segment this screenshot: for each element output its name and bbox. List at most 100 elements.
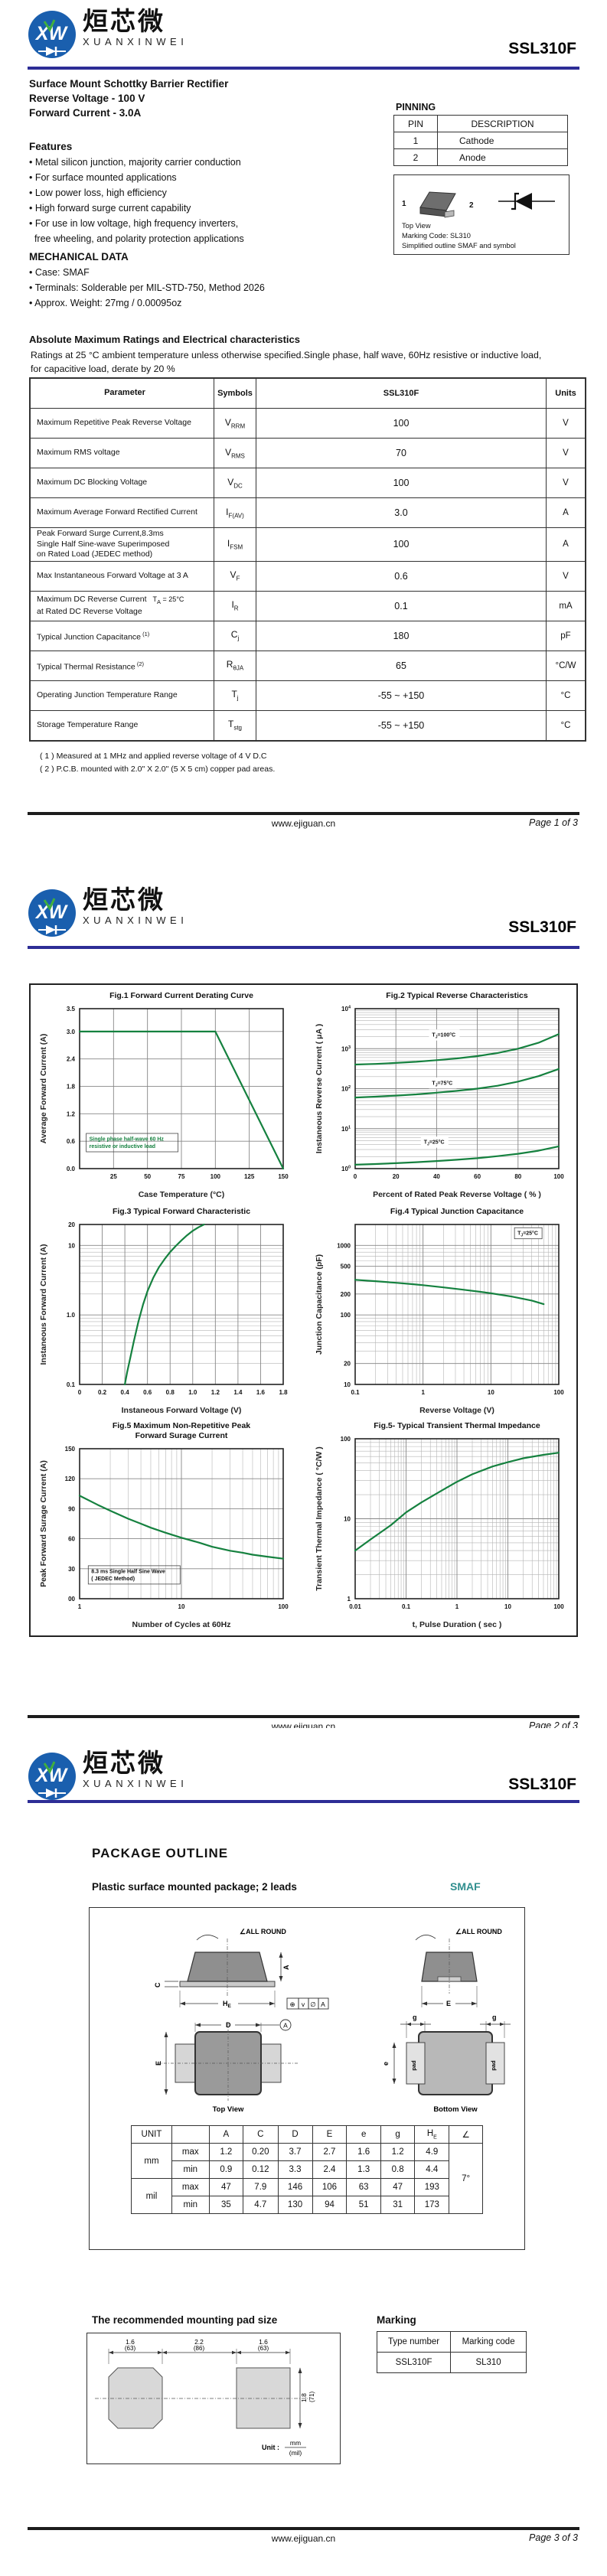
svg-text:10: 10 <box>504 1603 511 1610</box>
svg-text:mm: mm <box>290 2439 301 2447</box>
svg-text:1.0: 1.0 <box>67 1312 76 1319</box>
pin2-label: 2 <box>469 201 474 210</box>
svg-text:1: 1 <box>455 1603 459 1610</box>
mounting-pad-drawing: 1.6 (63) 2.2 (86) 1.6 (63) 1.8 (71) Unit… <box>95 2338 315 2457</box>
svg-text:∠ALL ROUND: ∠ALL ROUND <box>455 1928 502 1935</box>
svg-text:HE: HE <box>223 2000 232 2009</box>
brand-name-en: XUANXINWEI <box>83 1778 188 1789</box>
page-3: XW 烜芯微 XUANXINWEI SSL310F PACKAGE OUTLIN… <box>0 1728 607 2576</box>
page3-footer: www.ejiguan.cn Page 3 of 3 <box>28 2527 579 2544</box>
chart-fig5-surge: 1 10 100 00 30 60 90 120 150 Fig.5 Maximum Non-Re… <box>37 1418 295 1632</box>
svg-text:0: 0 <box>354 1173 357 1180</box>
svg-text:200: 200 <box>341 1291 351 1298</box>
svg-text:20: 20 <box>68 1221 75 1228</box>
pin1-label: 1 <box>402 200 406 208</box>
marking-heading: Marking <box>377 2314 416 2326</box>
svg-text:resistive or inductive load: resistive or inductive load <box>90 1144 155 1149</box>
svg-text:90: 90 <box>68 1505 75 1512</box>
svg-text:103: 103 <box>341 1045 351 1053</box>
svg-text:10: 10 <box>68 1242 75 1249</box>
svg-text:(71): (71) <box>308 2391 315 2402</box>
svg-text:v: v <box>302 2000 305 2008</box>
svg-text:20: 20 <box>393 1173 400 1180</box>
list-item: • Case: SMAF <box>29 267 90 278</box>
svg-text:⊕: ⊕ <box>289 2000 295 2008</box>
svg-text:0.1: 0.1 <box>351 1389 360 1396</box>
dim-row: mil max 47 7.9 146 106 63 47 193 <box>131 2178 483 2214</box>
marking-row: SSL310F SL310 <box>376 2352 527 2373</box>
svg-text:30: 30 <box>68 1566 75 1573</box>
mounting-pad-heading: The recommended mounting pad size <box>92 2314 278 2326</box>
marking-table: Type number Marking code SSL310F SL310 <box>376 2331 527 2373</box>
ratings-row: Maximum RMS voltage VRMS 70 V <box>29 438 586 468</box>
footer-page-number: Page 2 of 3 <box>529 1720 578 1728</box>
brand-logo-icon: XW <box>28 11 76 58</box>
list-item: • For use in low voltage, high frequency… <box>29 218 239 229</box>
brand-name-en: XUANXINWEI <box>83 915 188 926</box>
chart-fig2-reverse: 0 20 40 60 80 100 100 101 102 103 104 Fig.2 Typical… <box>312 988 571 1202</box>
part-number: SSL310F <box>508 40 576 57</box>
package-views-drawing: ∠ALL ROUND C A HE <box>154 1928 511 2114</box>
svg-text:1.8: 1.8 <box>67 1084 76 1091</box>
svg-text:20: 20 <box>344 1361 351 1368</box>
svg-text:∅: ∅ <box>310 2000 316 2008</box>
page-header: XW 烜芯微 XUANXINWEI <box>26 1749 188 1803</box>
part-number: SSL310F <box>508 918 576 936</box>
package-outline-heading: PACKAGE OUTLINE <box>92 1846 229 1860</box>
schottky-diode-symbol-icon <box>498 192 555 210</box>
svg-text:(mil): (mil) <box>289 2449 302 2457</box>
dim-row: min 0.9 0.12 3.3 2.4 1.3 0.8 4.4 <box>132 2160 483 2179</box>
pinning-col-desc: DESCRIPTION <box>437 115 568 132</box>
svg-text:10: 10 <box>178 1603 185 1610</box>
brand-name-cn: 烜芯微 <box>83 7 165 35</box>
outline-caption-1: Top View <box>402 222 431 230</box>
chart-fig6-thermal: 0.01 0.1 1 10 100 1 10 100 Fig.5- Typical Transi… <box>312 1418 571 1632</box>
svg-text:60: 60 <box>68 1536 75 1543</box>
svg-text:100: 100 <box>553 1389 564 1396</box>
svg-text:pad: pad <box>490 2060 497 2071</box>
svg-text:100: 100 <box>341 1166 351 1173</box>
ratings-row: Storage Temperature Range Tstg -55 ~ +150 °… <box>29 709 586 741</box>
marking-col-code: Marking code <box>450 2331 527 2353</box>
footer-rule <box>28 812 579 815</box>
svg-text:1.6: 1.6 <box>259 2338 268 2346</box>
svg-text:75: 75 <box>178 1173 185 1180</box>
svg-text:Fig.2 Typical Reverse Charact: Fig.2 Typical Reverse Characteristics <box>386 991 528 1000</box>
svg-text:C: C <box>154 1982 162 1987</box>
brand-name-cn: 烜芯微 <box>83 885 165 914</box>
brand-name-cn: 烜芯微 <box>83 1749 165 1777</box>
svg-text:Fig.1 Forward Current Deratin: Fig.1 Forward Current Derating Curve <box>109 991 253 1000</box>
ratings-conditions: Ratings at 25 °C ambient temperature unl… <box>31 350 542 374</box>
svg-text:Fig.5 Maximum Non-Repetitive: Fig.5 Maximum Non-Repetitive Peak <box>113 1421 250 1430</box>
svg-text:Average Forward Current (A): Average Forward Current (A) <box>39 1034 48 1144</box>
svg-text:A: A <box>283 2022 288 2030</box>
list-item: • High forward surge current capability <box>29 203 191 214</box>
package-drawing-box: ∠ALL ROUND C A HE <box>89 1907 525 2250</box>
dim-row: min 35 4.7 130 94 51 31 173 <box>132 2196 483 2214</box>
svg-text:0.2: 0.2 <box>98 1389 107 1396</box>
list-item: • For surface mounted applications <box>29 172 177 183</box>
svg-text:Instaneous Forward Current (A: Instaneous Forward Current (A) <box>39 1244 48 1365</box>
svg-text:10: 10 <box>488 1389 494 1396</box>
features-section: Features • Metal silicon junction, major… <box>29 139 244 246</box>
ratings-table: Parameter Symbols SSL310F Units Maximum … <box>29 377 586 742</box>
svg-text:2.2: 2.2 <box>194 2338 204 2346</box>
svg-text:Instaneous Reverse Current ( μ: Instaneous Reverse Current ( μA ) <box>315 1024 324 1153</box>
outline-caption-2: Marking Code: SL310 <box>402 232 471 240</box>
svg-text:Junction Capacitance (pF): Junction Capacitance (pF) <box>315 1254 324 1355</box>
svg-text:0.0: 0.0 <box>67 1166 76 1172</box>
svg-text:500: 500 <box>341 1264 351 1270</box>
svg-text:1.4: 1.4 <box>233 1389 243 1396</box>
svg-text:100: 100 <box>210 1173 221 1180</box>
svg-text:1.2: 1.2 <box>211 1389 220 1396</box>
svg-text:10: 10 <box>344 1381 351 1388</box>
svg-text:TJ=25°C: TJ=25°C <box>424 1140 445 1147</box>
outline-caption-3: Simplified outline SMAF and symbol <box>402 242 516 249</box>
svg-text:TJ=25°C: TJ=25°C <box>517 1231 538 1238</box>
svg-text:100: 100 <box>553 1603 564 1610</box>
svg-text:1.8: 1.8 <box>279 1389 288 1396</box>
svg-text:40: 40 <box>433 1173 440 1180</box>
footer-site: www.ejiguan.cn <box>271 818 336 829</box>
list-item: • Low power loss, high efficiency <box>29 187 167 198</box>
list-item: free wheeling, and polarity protection a… <box>29 233 244 244</box>
